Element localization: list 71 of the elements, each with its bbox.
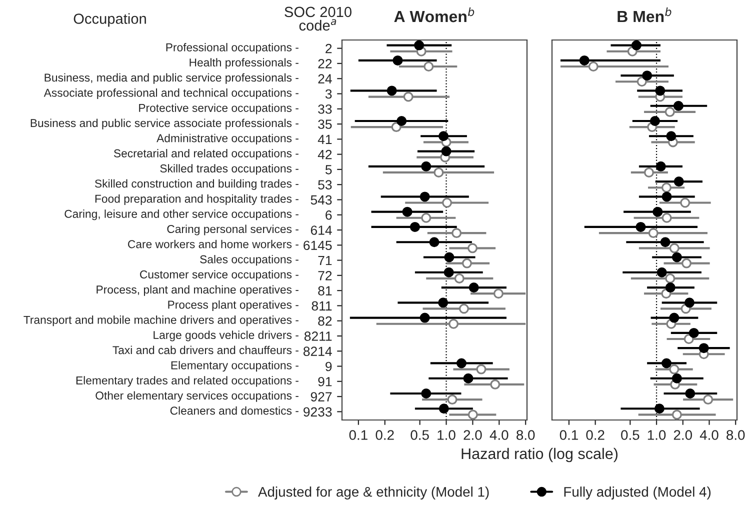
y2-tick-label: 71 [318,256,332,266]
x-tick-label: 0.5 [621,430,640,440]
y-tick-label: Caring, leisure and other service occupations - [64,210,298,220]
x-tick-label: 0.1 [349,430,368,440]
y2-tick-label: 9233 [304,407,332,417]
x-tick-label: 0.2 [586,430,604,440]
y2-tick-label: 927 [310,392,332,402]
y2-tick-label: 2 [326,44,332,54]
chart-title: B Men$^{b}$ [618,7,672,22]
y-tick-label: Food preparation and hospitality trades - [95,194,298,206]
x-tick-label: 4.0 [700,430,718,440]
y-tick-label: Secretarial and related occupations - [114,148,298,160]
y2-tick-label: 3 [325,89,332,99]
y-tick-label: Business and public service associate professionals - [30,118,298,130]
y-tick-label: Process, plant and machine operatives - [96,285,298,296]
y-tick-label: Elementary occupations - [171,360,298,372]
y2-tick-label: 6 [326,210,332,220]
y2-tick-label: 81 [318,286,332,296]
y-tick-label: Health professionals - [190,58,298,69]
y-tick-label: Large goods vehicle drivers - [154,330,298,342]
y-tick-label: Caring personal services - [167,224,298,236]
x-tick-label: 0.2 [376,430,394,440]
x-tick-label: 0.1 [560,430,578,440]
y2-tick-label: 6145 [304,240,332,250]
x-tick-label: 2.0 [464,430,482,440]
x-tick-label: 8.0 [516,430,535,440]
y-tick-label: Customer service occupations - [140,270,298,281]
y-tick-label: Protective service occupations - [139,104,298,114]
x-tick-label: 0.5 [410,430,429,440]
y2-tick-label: 543 [310,195,332,205]
y-tick-label: Taxi and cab drivers and chauffeurs - [112,346,298,354]
y2-tick-label: 42 [318,150,332,160]
y-tick-label: Associate professional and technical occupations - [44,88,298,100]
y-tick-label: Professional occupations - [166,43,298,54]
text: Occupation [74,13,146,27]
x-tick-label: 4.0 [490,430,508,440]
x-tick-label: 1.0 [438,430,456,440]
y2-tick-label: 24 [318,74,332,84]
y2-tick-label: 41 [318,134,332,144]
y-tick-label: Business, media and public service professionals - [44,73,298,84]
y2-tick-label: 53 [318,180,332,190]
y-tick-label: Skilled construction and building trades - [94,179,298,190]
y2-tick-label: 811 [312,301,332,311]
y-tick-label: Skilled trades occupations - [160,164,298,175]
y-tick-label: Transport and mobile machine drivers and operatives - [24,316,298,326]
text: SOC 2010 code$^{a}$ [284,6,352,31]
y2-tick-label: 614 [310,226,332,235]
legend-label: Adjusted for age & ethnicity (Model 1) [258,486,489,500]
x-tick-label: 1.0 [648,430,666,440]
y-tick-label: Other elementary services occupations - [96,391,298,402]
y-tick-label: Process plant operatives - [168,300,298,312]
y2-tick-label: 9 [326,362,332,372]
y-tick-label: Cleaners and domestics - [170,406,298,415]
legend-label: Fully adjusted (Model 4) [564,486,711,500]
y2-tick-label: 8214 [304,346,332,356]
y2-tick-label: 35 [318,120,332,129]
y2-tick-label: 72 [318,270,332,280]
y-tick-label: Elementary trades and related occupations - [76,376,298,387]
y2-tick-label: 33 [318,104,332,114]
x-axis-title: Hazard ratio (log scale) [462,448,618,462]
x-tick-label: 8.0 [726,430,745,440]
y2-tick-label: 91 [318,376,332,386]
x-tick-label: 2.0 [674,430,692,440]
y-tick-label: Administrative occupations - [156,134,298,144]
y-tick-label: Care workers and home workers - [128,240,298,248]
y2-tick-label: 5 [325,165,332,174]
y2-tick-label: 8211 [304,332,332,341]
y2-tick-label: 22 [318,59,332,68]
y2-tick-label: 82 [318,316,332,326]
chart-title: A Women$^{b}$ [394,7,474,22]
y-tick-label: Sales occupations - [200,254,298,266]
